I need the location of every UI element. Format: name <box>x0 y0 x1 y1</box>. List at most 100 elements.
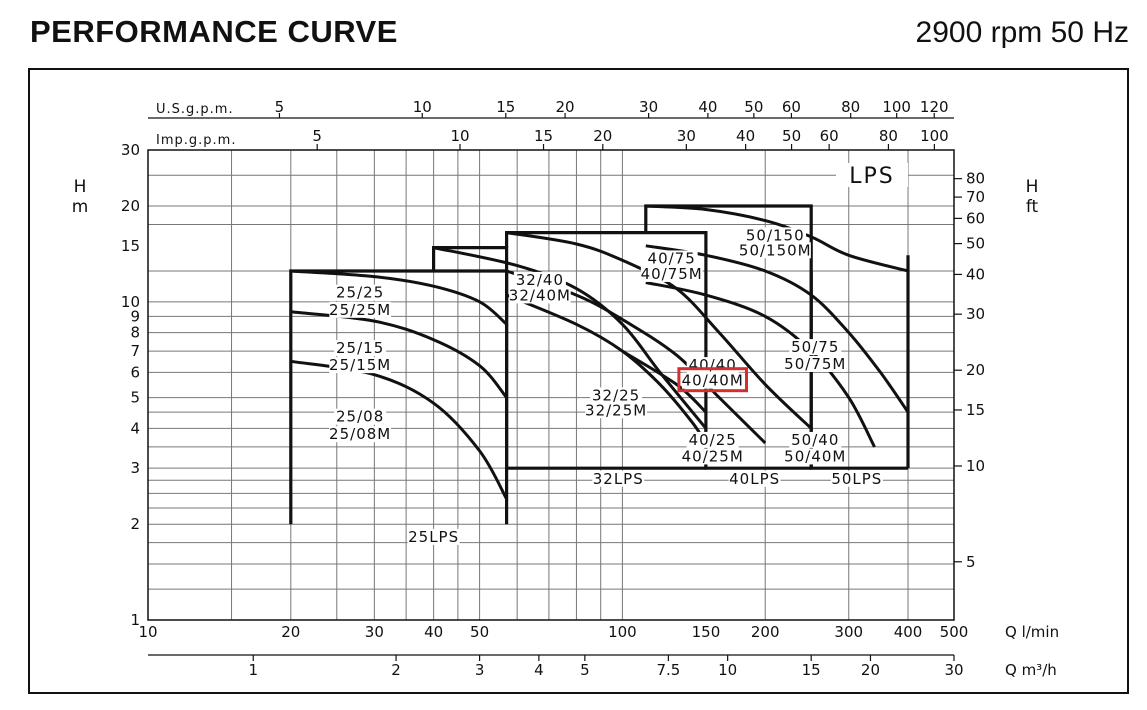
curve-labels: 25/2525/25M25/1525/15M25/0825/08M32/4032… <box>329 226 883 546</box>
curve-label: 25/25 <box>336 284 384 302</box>
y-tick-label: 2 <box>130 515 140 533</box>
curve-50-40 <box>645 281 876 448</box>
y-tick-label: 15 <box>121 237 140 255</box>
curve-label-bg <box>509 287 571 304</box>
x-tick-label: 20 <box>281 623 300 641</box>
x-tick-label: 50 <box>470 623 489 641</box>
ft-tick-label: 5 <box>966 553 976 571</box>
usgpm-tick-label: 5 <box>275 98 285 116</box>
usgpm-tick-label: 60 <box>782 98 801 116</box>
m3h-tick-label: 20 <box>861 661 880 679</box>
curve-label: 40/40M <box>682 372 744 390</box>
m3h-tick-label: 30 <box>944 661 963 679</box>
curve-label: 25/08 <box>336 408 384 426</box>
curve-label: 25/08M <box>329 425 391 443</box>
curve-label: 40/75 <box>648 249 696 267</box>
curve-label-bg <box>334 408 387 425</box>
x-tick-label: 300 <box>834 623 863 641</box>
curve-label: 40LPS <box>729 470 780 488</box>
curve-label: 50/150 <box>746 226 805 244</box>
grid-lines <box>147 149 955 621</box>
curve-label: 32/40 <box>516 271 564 289</box>
y-tick-label: 10 <box>121 293 140 311</box>
usgpm-tick-label: 30 <box>639 98 658 116</box>
highlight-box <box>677 367 748 393</box>
ft-tick-label: 30 <box>966 305 985 323</box>
lps-badge-bg <box>836 163 908 187</box>
x-tick-label: 10 <box>138 623 157 641</box>
y-tick-label: 9 <box>130 307 140 325</box>
y-tick-label: 20 <box>121 197 140 215</box>
m3h-tick-label: 15 <box>802 661 821 679</box>
x-tick-label: 500 <box>940 623 969 641</box>
usgpm-tick-label: 50 <box>744 98 763 116</box>
impgpm-tick-label: 10 <box>450 127 469 145</box>
m3h-axis-label: Q m³/h <box>1005 661 1057 679</box>
y-tick-label: 1 <box>130 611 140 629</box>
envelope-50lps <box>644 204 908 470</box>
y-tick-label: 30 <box>121 141 140 159</box>
curve-label: 32LPS <box>593 470 644 488</box>
curve-25-08 <box>290 359 508 500</box>
m3h-tick-label: 2 <box>391 661 401 679</box>
curve-label-bg <box>728 470 781 487</box>
curve-label: 50/40 <box>791 431 839 449</box>
curve-label: 50LPS <box>831 470 882 488</box>
curve-label-bg <box>784 448 847 465</box>
usgpm-tick-label: 40 <box>698 98 717 116</box>
y-tick-label: 8 <box>130 324 140 342</box>
chart-frame <box>28 68 1129 694</box>
page-title: PERFORMANCE CURVE <box>30 14 398 49</box>
curve-label-bg <box>329 426 391 443</box>
m3h-tick-label: 1 <box>248 661 258 679</box>
usgpm-tick-label: 100 <box>882 98 911 116</box>
curve-label-bg <box>830 470 883 487</box>
curve-label: 40/25 <box>689 431 737 449</box>
y-axis-label-left: H <box>74 177 87 197</box>
ft-tick-label: 70 <box>966 188 985 206</box>
curve-50-75 <box>645 244 910 414</box>
y-tick-label: 6 <box>130 363 140 381</box>
curve-label: 40/75M <box>641 265 703 283</box>
m3h-tick-label: 7.5 <box>656 661 680 679</box>
curve-label: 50/40M <box>784 447 846 465</box>
ft-tick-label: 60 <box>966 209 985 227</box>
x-tick-label: 30 <box>365 623 384 641</box>
m3h-tick-label: 3 <box>475 661 485 679</box>
curve-label: 32/40M <box>509 286 571 304</box>
impgpm-tick-label: 15 <box>534 127 553 145</box>
y-tick-label: 5 <box>130 389 140 407</box>
x-tick-label: 150 <box>692 623 721 641</box>
curve-label: 25LPS <box>408 528 459 546</box>
y-axis-unit-left: m <box>72 197 89 217</box>
curve-label-bg <box>681 372 744 389</box>
ft-tick-label: 40 <box>966 265 985 283</box>
m3h-tick-label: 5 <box>580 661 590 679</box>
curve-label-bg <box>789 431 842 448</box>
curve-label-bg <box>645 250 698 267</box>
curve-label-bg <box>334 284 387 301</box>
impgpm-tick-label: 80 <box>879 127 898 145</box>
curve-label-bg <box>784 355 847 372</box>
x-tick-label: 400 <box>894 623 923 641</box>
curve-label: 50/75 <box>791 338 839 356</box>
impgpm-tick-label: 20 <box>593 127 612 145</box>
curve-label-bg <box>789 339 842 356</box>
usgpm-tick-label: 80 <box>841 98 860 116</box>
usgpm-tick-label: 120 <box>920 98 949 116</box>
envelope-40lps <box>505 231 812 470</box>
curve-label: 50/75M <box>784 355 846 373</box>
curve-label-bg <box>334 340 387 357</box>
ft-tick-label: 80 <box>966 170 985 188</box>
usgpm-tick-label: 10 <box>413 98 432 116</box>
x-axis-label: Q l/min <box>1005 623 1059 641</box>
curve-32-25 <box>506 293 708 444</box>
m3h-tick-label: 10 <box>718 661 737 679</box>
y-axis-unit-right: ft <box>1026 197 1039 217</box>
curve-label-bg <box>681 448 744 465</box>
curve-label: 25/25M <box>329 301 391 319</box>
curve-label-bg <box>590 387 643 404</box>
curve-label-bg <box>592 470 645 487</box>
ft-tick-label: 10 <box>966 457 985 475</box>
